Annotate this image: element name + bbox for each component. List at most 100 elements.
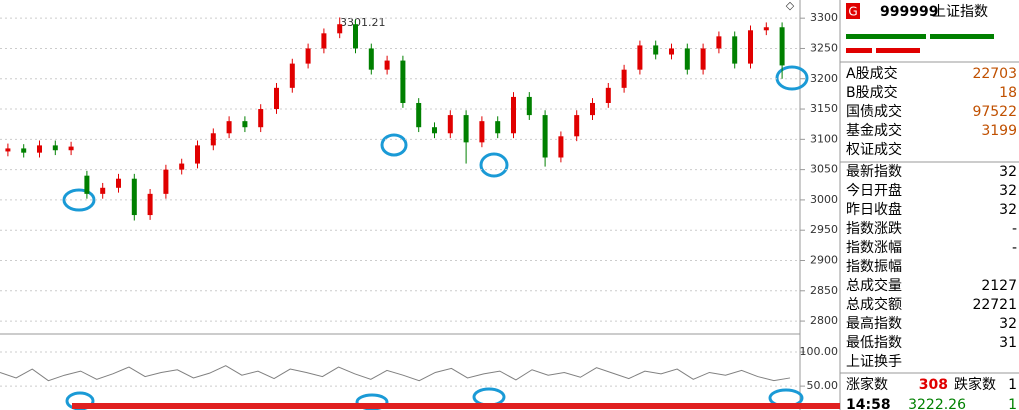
- row-label: B股成交: [846, 84, 898, 101]
- candle-body: [621, 69, 627, 88]
- row-value: 31: [999, 335, 1017, 351]
- candle-body: [732, 36, 738, 64]
- up-label: 涨家数: [846, 376, 888, 393]
- row-label: 国债成交: [846, 103, 902, 120]
- row-label: 最新指数: [846, 164, 902, 180]
- candle-body: [495, 121, 501, 134]
- y-tick-label: 3100: [810, 132, 838, 145]
- candle-body: [337, 24, 343, 34]
- row-label: 权证成交: [846, 141, 902, 158]
- candle-body: [511, 96, 516, 134]
- time: 14:58: [846, 397, 891, 410]
- row-label: 指数振幅: [846, 259, 902, 275]
- diamond-icon: ◇: [786, 0, 795, 12]
- row-label: 最高指数: [846, 315, 902, 332]
- candle-body: [368, 48, 374, 70]
- candle-body: [179, 163, 185, 170]
- candle-body: [195, 145, 200, 164]
- candle-body: [84, 175, 90, 194]
- candle-body: [242, 121, 248, 128]
- row-value: 18: [999, 85, 1017, 101]
- candle-body: [21, 148, 27, 153]
- candle-body: [116, 178, 121, 188]
- candle-body: [274, 87, 279, 110]
- stock-code: 999999: [880, 4, 938, 20]
- y-tick-label: 100.00: [800, 345, 839, 358]
- indicator-line: [0, 365, 791, 382]
- highlight-circle: [62, 188, 96, 212]
- y-tick-label: 3050: [810, 163, 838, 176]
- row-value: -: [1012, 240, 1017, 256]
- candle-body: [226, 121, 232, 134]
- y-tick-label: 2900: [810, 253, 838, 266]
- row-label: 指数涨跌: [846, 221, 902, 237]
- candle-body: [463, 115, 469, 143]
- candle-body: [653, 45, 659, 55]
- row-value: 22703: [972, 66, 1017, 82]
- row-value: 32: [999, 183, 1017, 199]
- row-value: 97522: [972, 104, 1017, 120]
- row-label: 总成交额: [846, 296, 902, 313]
- row-label: 指数涨幅: [846, 240, 902, 256]
- stock-name: 上证指数: [932, 4, 988, 20]
- candle-body: [590, 102, 595, 116]
- change: 1: [1008, 397, 1017, 410]
- bar-indicator: [846, 34, 926, 39]
- row-value: 22721: [972, 297, 1017, 313]
- side-panel: G 999999 上证指数 涨家数 308 跌家数 1 14:58 3222.2…: [840, 3, 1019, 410]
- bar-indicator: [930, 34, 994, 39]
- row-label: 总成交量: [846, 277, 902, 294]
- row-label: 基金成交: [846, 122, 902, 139]
- down-label: 跌家数: [954, 376, 996, 393]
- candle-body: [147, 193, 153, 216]
- candle-body: [432, 127, 437, 134]
- y-tick-label: 3300: [810, 11, 838, 24]
- row-value: 32: [999, 316, 1017, 332]
- candle-body: [37, 145, 42, 153]
- candle-body: [748, 30, 753, 64]
- highlight-bar: [72, 403, 840, 409]
- candle-body: [400, 60, 406, 103]
- row-value: -: [1012, 221, 1017, 237]
- bar-indicator: [846, 48, 872, 53]
- candle-body: [416, 102, 422, 128]
- row-value: 32: [999, 164, 1017, 180]
- candle-body: [526, 96, 532, 116]
- candle-body: [289, 63, 295, 88]
- y-tick-label: 2950: [810, 223, 838, 236]
- candle-body: [684, 48, 690, 70]
- row-value: 32: [999, 202, 1017, 218]
- candle-body: [210, 133, 216, 146]
- candle-body: [321, 33, 327, 49]
- candle-body: [669, 48, 674, 55]
- candle-body: [479, 121, 485, 143]
- price: 3222.26: [908, 397, 966, 410]
- row-label: A股成交: [846, 65, 898, 82]
- candle-body: [131, 178, 137, 216]
- candle-body: [637, 45, 643, 70]
- y-tick-label: 3200: [810, 72, 838, 85]
- candle-body: [258, 109, 264, 128]
- highlight-circle: [479, 152, 509, 178]
- candle-body: [574, 115, 580, 137]
- candle-body: [605, 87, 611, 103]
- candle-body: [700, 48, 706, 70]
- row-value: 2127: [981, 278, 1017, 294]
- row-label: 昨日收盘: [846, 201, 902, 218]
- y-tick-label: 3000: [810, 193, 838, 206]
- y-tick-label: 50.00: [807, 379, 839, 392]
- candle-body: [100, 187, 106, 194]
- badge: G: [848, 5, 857, 19]
- candle-body: [542, 115, 548, 158]
- y-tick-label: 3250: [810, 41, 838, 54]
- row-label: 最低指数: [846, 335, 902, 351]
- y-tick-label: 3150: [810, 102, 838, 115]
- row-label: 上证换手: [846, 353, 902, 370]
- highlight-circle: [775, 65, 809, 91]
- candle-body: [779, 27, 785, 66]
- candle-body: [558, 136, 564, 158]
- candle-body: [384, 60, 390, 70]
- candle-body: [5, 148, 11, 152]
- down-count: 1: [1008, 377, 1017, 393]
